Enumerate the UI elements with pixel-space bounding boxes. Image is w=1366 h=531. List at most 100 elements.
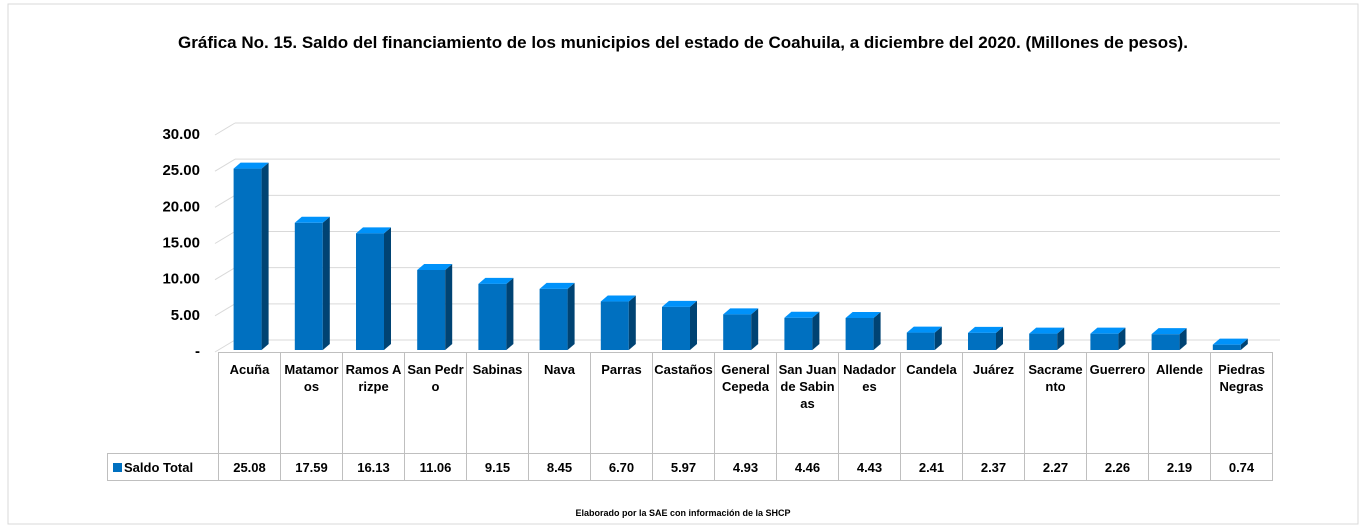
bar-side — [996, 326, 1003, 350]
bar-top — [233, 162, 269, 169]
grid-line — [214, 194, 236, 208]
grid-line — [214, 339, 236, 353]
bar — [356, 233, 384, 350]
value-label: 5.97 — [652, 453, 715, 481]
x-tick-label: Juárez — [962, 352, 1025, 454]
x-tick-label: Parras — [590, 352, 653, 454]
value-label: 9.15 — [466, 453, 529, 481]
bar — [539, 288, 568, 350]
bar-top — [539, 282, 575, 289]
bar — [968, 332, 996, 350]
bar-side — [445, 263, 453, 350]
value-label: 8.45 — [528, 453, 591, 481]
bar-side — [567, 282, 575, 350]
x-tick-label: Matamoros — [280, 352, 343, 454]
grid-line — [214, 231, 236, 244]
bar — [1029, 333, 1058, 350]
bar-top — [784, 311, 820, 318]
bar-top — [1151, 328, 1187, 335]
bar — [417, 269, 446, 350]
y-tick-label: 20.00 — [162, 198, 200, 215]
bar — [1090, 333, 1119, 350]
bar-side — [690, 300, 697, 350]
value-label: 2.37 — [962, 453, 1025, 481]
bar-side — [751, 308, 759, 350]
bar-top — [662, 300, 697, 307]
y-tick-label: - — [195, 343, 200, 360]
bar-side — [873, 311, 881, 350]
grid-line — [214, 122, 236, 136]
bar — [294, 222, 323, 350]
bar-top — [906, 326, 942, 333]
y-tick-label: 5.00 — [171, 307, 200, 324]
bar-side — [322, 216, 330, 350]
grid-line — [214, 267, 236, 281]
data-table: Acuña Matamoros Ramos Arizpe San Pedro Sabin… — [107, 352, 1273, 481]
value-label: 6.70 — [590, 453, 653, 481]
value-label: 2.27 — [1024, 453, 1087, 481]
value-label: 16.13 — [342, 453, 405, 481]
x-tick-label: Castaños — [652, 352, 715, 454]
bar-side — [1057, 327, 1065, 350]
bar-top — [1090, 327, 1126, 334]
legend-entry: Saldo Total — [107, 453, 219, 481]
x-tick-label: Piedras Negras — [1210, 352, 1273, 454]
bar — [784, 317, 813, 350]
x-tick-label: Sacramento — [1024, 352, 1087, 454]
bar-side — [261, 162, 269, 350]
bar — [845, 317, 874, 350]
bar — [1212, 344, 1241, 350]
bar-top — [845, 311, 881, 318]
y-tick-label: 30.00 — [162, 126, 200, 143]
bar — [723, 314, 752, 350]
x-tick-label: Acuña — [218, 352, 281, 454]
bar-side — [628, 295, 636, 350]
bar — [906, 332, 935, 350]
x-tick-label: General Cepeda — [714, 352, 777, 454]
bar-side — [506, 277, 514, 350]
x-tick-label: Candela — [900, 352, 963, 454]
value-label: 4.43 — [838, 453, 901, 481]
y-tick-label: 25.00 — [162, 162, 200, 179]
value-label: 11.06 — [404, 453, 467, 481]
x-tick-label: Ramos Arizpe — [342, 352, 405, 454]
value-label: 2.41 — [900, 453, 963, 481]
x-tick-label: Allende — [1148, 352, 1211, 454]
bar-top — [478, 277, 514, 284]
bar — [662, 306, 690, 350]
bar-side — [1240, 338, 1248, 350]
footnote: Elaborado por la SAE con información de … — [575, 508, 791, 518]
grid-line — [214, 303, 236, 317]
y-tick-label: 15.00 — [162, 234, 200, 251]
value-label: 4.46 — [776, 453, 839, 481]
x-tick-label: San Pedro — [404, 352, 467, 454]
bar-top — [1029, 327, 1065, 334]
y-tick-label: 10.00 — [162, 271, 200, 288]
chart-title: Gráfica No. 15. Saldo del financiamiento… — [178, 33, 1188, 52]
bar-side — [384, 227, 391, 350]
x-tick-label: Guerrero — [1086, 352, 1149, 454]
bar-top — [1212, 338, 1248, 345]
table-corner — [108, 353, 219, 454]
bar-top — [968, 326, 1003, 333]
bar-side — [934, 326, 942, 350]
bar-top — [294, 216, 330, 223]
bar-top — [417, 263, 453, 270]
bar-side — [1179, 328, 1187, 350]
legend-swatch — [113, 462, 122, 472]
bar — [233, 168, 262, 350]
value-label: 0.74 — [1210, 453, 1273, 481]
value-row: Saldo Total 25.08 17.59 16.13 11.06 9.15 8.45 6… — [107, 453, 1273, 481]
grid-line — [214, 158, 236, 172]
x-tick-label: Nadadores — [838, 352, 901, 454]
bar — [600, 301, 629, 350]
x-tick-label: Nava — [528, 352, 591, 454]
bar-top — [723, 308, 759, 315]
bar-side — [812, 311, 820, 350]
value-label: 25.08 — [218, 453, 281, 481]
value-label: 17.59 — [280, 453, 343, 481]
bar-top — [600, 295, 636, 302]
x-tick-label: San Juan de Sabinas — [776, 352, 839, 454]
